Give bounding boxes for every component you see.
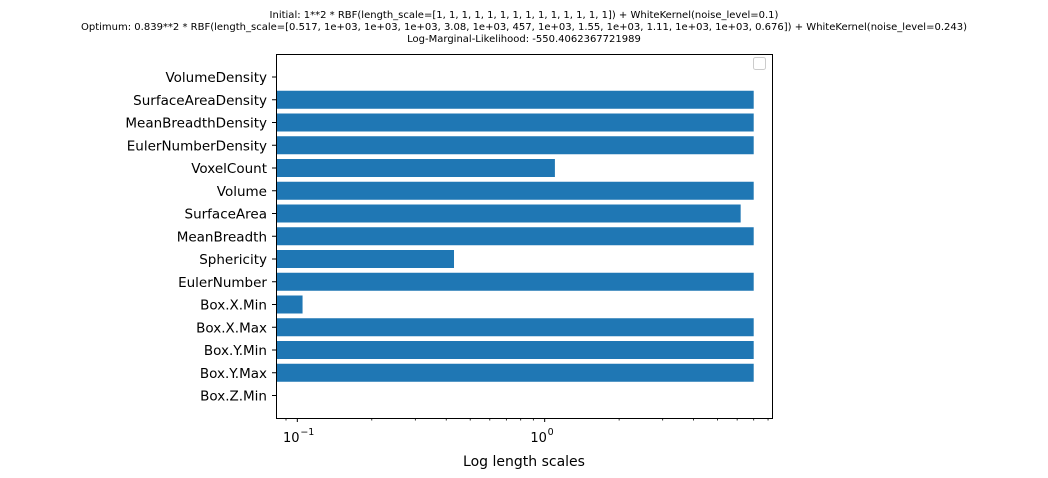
x-tick-exponent: −1 [300,427,314,438]
y-tick-label-voxelcount: VoxelCount [191,161,267,177]
bar-voxelcount [276,159,555,177]
y-tick-label-box-x-min: Box.X.Min [200,298,267,314]
x-tick-label: 10 [530,431,547,446]
bar-meanbreadth [276,227,754,246]
bar-surfaceareadensity [276,90,754,109]
legend-box [753,57,766,70]
plot-frame [276,54,773,419]
bar-eulernumber [276,272,754,291]
y-tick-label-eulernumber: EulerNumber [178,275,267,291]
x-axis-label: Log length scales [463,454,585,470]
x-tick-exponent: 0 [548,427,554,438]
bar-surfacearea [276,204,741,223]
chart-title-line-3: Log-Marginal-Likelihood: -550.4062367721… [407,34,641,45]
y-tick-label-eulernumberdensity: EulerNumberDensity [127,138,267,154]
chart-title-line-1: Initial: 1**2 * RBF(length_scale=[1, 1, … [269,10,779,21]
y-tick-label-meanbreadthdensity: MeanBreadthDensity [125,116,267,132]
bar-meanbreadthdensity [276,113,754,132]
bar-sphericity [276,250,455,268]
bar-volume [276,181,754,200]
y-tick-label-volume: Volume [217,184,267,200]
y-tick-label-box-x-max: Box.X.Max [196,320,267,336]
y-tick-label-volumedensity: VolumeDensity [165,70,267,86]
y-tick-label-box-y-max: Box.Y.Max [200,366,267,382]
bar-box-y-max [276,363,754,382]
bar-box-y-min [276,341,754,359]
y-tick-label-surfaceareadensity: SurfaceAreaDensity [133,93,267,109]
y-tick-label-sphericity: Sphericity [199,252,267,268]
y-tick-label-box-z-min: Box.Z.Min [200,389,267,405]
y-tick-label-meanbreadth: MeanBreadth [177,229,267,245]
y-tick-label-box-y-min: Box.Y.Min [204,343,267,359]
bar-box-x-max [276,318,754,337]
chart-title-line-2: Optimum: 0.839**2 * RBF(length_scale=[0.… [81,22,967,33]
y-tick-label-surfacearea: SurfaceArea [185,207,268,223]
bar-eulernumberdensity [276,136,754,155]
bar-box-x-min [276,295,303,314]
x-tick-label: 10 [283,431,300,446]
